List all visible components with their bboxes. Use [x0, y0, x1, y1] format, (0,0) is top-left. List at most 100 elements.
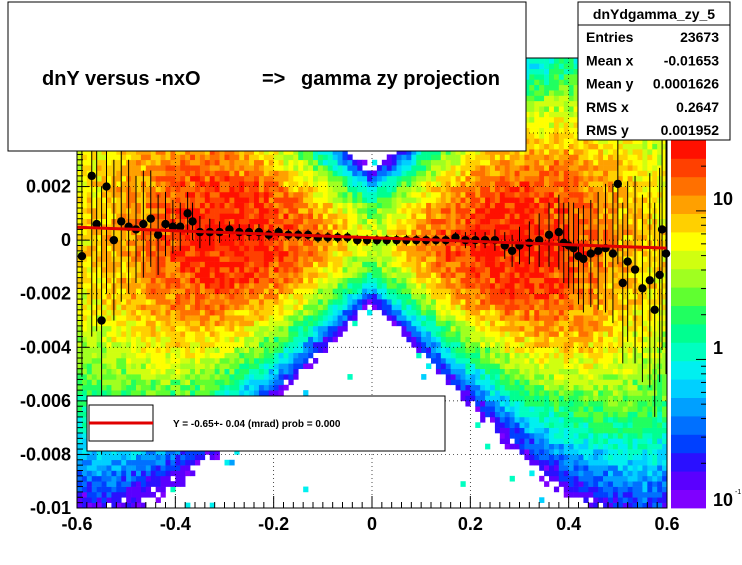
heatmap-cell — [421, 266, 427, 273]
heatmap-cell — [347, 202, 353, 209]
heatmap-cell — [254, 390, 260, 396]
heatmap-cell — [116, 293, 122, 300]
heatmap-cell — [431, 347, 437, 353]
heatmap-cell — [352, 202, 358, 209]
heatmap-cell — [204, 266, 211, 273]
heatmap-cell — [426, 320, 432, 327]
heatmap-cell — [465, 159, 471, 166]
heatmap-cell — [475, 165, 481, 171]
heatmap-cell — [475, 299, 481, 305]
heatmap-cell — [140, 288, 147, 295]
heatmap-cell — [96, 154, 102, 161]
heatmap-cell — [327, 256, 333, 262]
heatmap-cell — [190, 336, 196, 343]
heatmap-cell — [254, 331, 260, 337]
heatmap-cell — [445, 202, 451, 209]
heatmap-cell — [96, 277, 102, 284]
heatmap-cell — [249, 379, 255, 386]
heatmap-cell — [140, 293, 147, 300]
heatmap-cell — [136, 347, 142, 353]
heatmap-cell — [396, 320, 402, 327]
heatmap-cell — [150, 181, 156, 187]
heatmap-cell — [268, 154, 274, 161]
heatmap-cell — [431, 197, 437, 203]
heatmap-cell — [372, 218, 378, 225]
heatmap-cell — [244, 181, 250, 187]
heatmap-cell — [416, 245, 422, 252]
heatmap-cell — [185, 470, 191, 477]
heatmap-cell — [465, 175, 471, 182]
heatmap-cell — [224, 304, 230, 311]
heatmap-cell — [155, 320, 161, 327]
heatmap-cell — [116, 347, 122, 353]
heatmap-cell — [209, 299, 215, 305]
heatmap-cell — [185, 336, 191, 343]
heatmap-cell — [234, 266, 240, 273]
heatmap-cell — [77, 475, 83, 482]
heatmap-cell — [131, 331, 137, 337]
heatmap-cell — [396, 149, 402, 155]
heatmap-cell — [263, 368, 270, 375]
heatmap-cell — [106, 315, 112, 321]
heatmap-cell — [308, 277, 314, 284]
heatmap-cell — [288, 293, 294, 300]
heatmap-cell — [145, 283, 152, 289]
heatmap-cell — [224, 240, 230, 246]
heatmap-cell — [263, 240, 270, 246]
heatmap-cell — [131, 309, 137, 316]
heatmap-cell — [317, 283, 324, 289]
heatmap-cell — [150, 363, 156, 370]
heatmap-cell — [219, 331, 225, 337]
heatmap-cell — [185, 186, 191, 193]
heatmap-cell — [254, 347, 260, 353]
heatmap-cell — [101, 363, 107, 370]
heatmap-cell — [313, 341, 319, 348]
heatmap-cell — [160, 331, 166, 337]
heatmap-cell — [258, 234, 265, 241]
heatmap-cell — [136, 154, 142, 161]
heatmap-cell — [116, 229, 122, 236]
heatmap-cell — [431, 293, 437, 300]
heatmap-cell — [214, 181, 220, 187]
heatmap-cell — [229, 272, 235, 278]
heatmap-cell — [145, 331, 152, 337]
heatmap-cell — [460, 277, 466, 284]
heatmap-cell — [465, 336, 471, 343]
heatmap-cell — [204, 320, 211, 327]
heatmap-cell — [96, 299, 102, 305]
heatmap-cell — [470, 149, 476, 155]
heatmap-cell — [209, 175, 215, 182]
heatmap-cell — [411, 288, 417, 295]
heatmap-cell — [81, 325, 88, 332]
heatmap-cell — [150, 293, 156, 300]
heatmap-cell — [249, 358, 255, 364]
heatmap-cell — [140, 352, 147, 359]
heatmap-cell — [391, 315, 397, 321]
heatmap-cell — [214, 250, 220, 257]
heatmap-cell — [416, 170, 422, 177]
heatmap-cell — [303, 218, 309, 225]
heatmap-cell — [106, 486, 112, 493]
heatmap-cell — [131, 154, 137, 161]
heatmap-cell — [342, 256, 348, 262]
heatmap-cell — [180, 234, 186, 241]
heatmap-cell — [440, 277, 447, 284]
heatmap-cell — [116, 486, 122, 493]
heatmap-cell — [273, 315, 279, 321]
heatmap-cell — [460, 170, 466, 177]
heatmap-cell — [199, 454, 206, 461]
heatmap-cell — [150, 234, 156, 241]
heatmap-cell — [347, 224, 353, 230]
heatmap-cell — [81, 475, 88, 482]
heatmap-cell — [455, 202, 461, 209]
heatmap-cell — [406, 272, 412, 278]
heatmap-cell — [185, 363, 191, 370]
heatmap-cell — [195, 390, 201, 396]
heatmap-cell — [190, 186, 196, 193]
heatmap-cell — [416, 288, 422, 295]
heatmap-cell — [362, 299, 368, 305]
heatmap-cell — [101, 191, 107, 198]
heatmap-cell — [209, 250, 215, 257]
heatmap-cell — [322, 320, 329, 327]
heatmap-cell — [293, 374, 299, 380]
